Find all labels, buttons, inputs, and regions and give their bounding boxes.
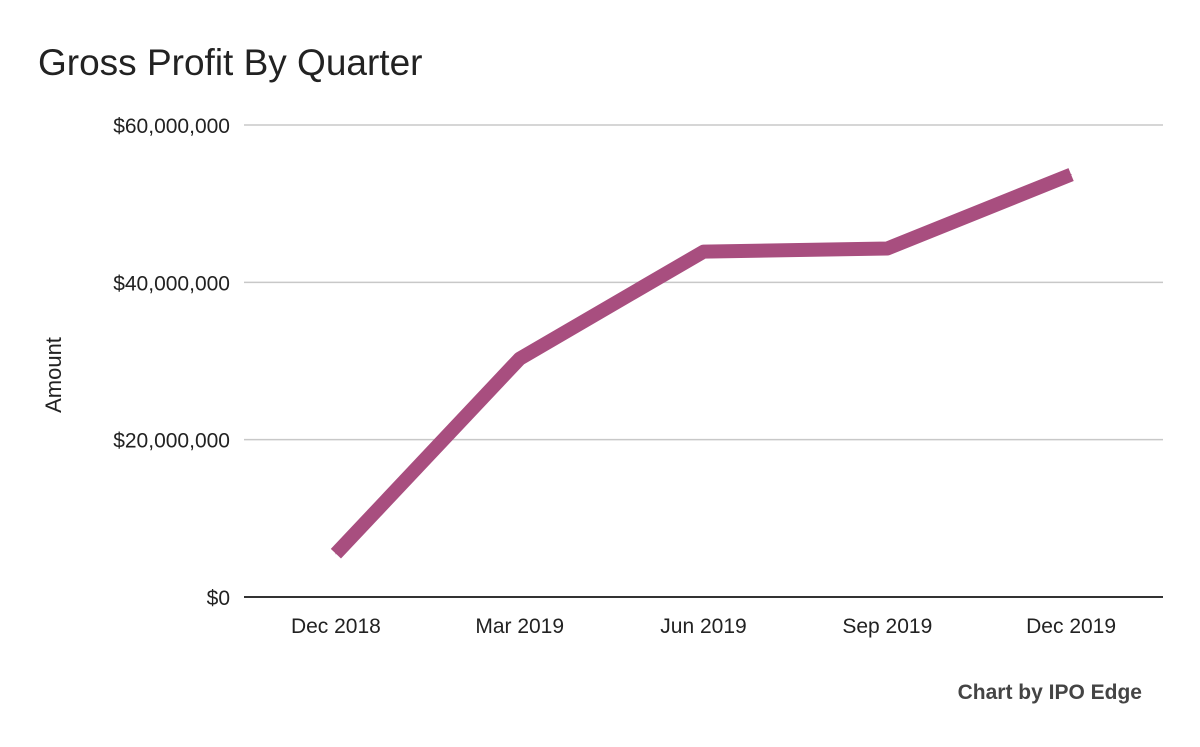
chart-title: Gross Profit By Quarter (38, 42, 423, 83)
series-line (330, 168, 1074, 559)
y-axis-label: Amount (41, 337, 66, 413)
y-tick-label: $40,000,000 (113, 272, 230, 295)
series-layer (330, 168, 1074, 559)
data-point (886, 248, 888, 250)
data-point (703, 251, 704, 253)
x-tick-label: Mar 2019 (475, 615, 564, 638)
y-axis-ticks: $0 $20,000,000 $40,000,000 $60,000,000 (113, 115, 230, 610)
data-point (1070, 174, 1072, 176)
y-tick-label: $20,000,000 (113, 430, 230, 453)
x-tick-label: Jun 2019 (660, 615, 746, 638)
x-tick-label: Sep 2019 (842, 615, 932, 638)
y-tick-label: $0 (207, 587, 230, 610)
data-point (519, 358, 521, 360)
gridlines (244, 124, 1163, 598)
y-tick-label: $60,000,000 (113, 115, 230, 138)
data-point (335, 553, 337, 555)
x-tick-label: Dec 2018 (291, 615, 381, 638)
x-tick-label: Dec 2019 (1026, 615, 1116, 638)
x-axis-ticks: Dec 2018 Mar 2019 Jun 2019 Sep 2019 Dec 2019 (291, 615, 1116, 638)
chart-credit: Chart by IPO Edge (958, 681, 1142, 704)
